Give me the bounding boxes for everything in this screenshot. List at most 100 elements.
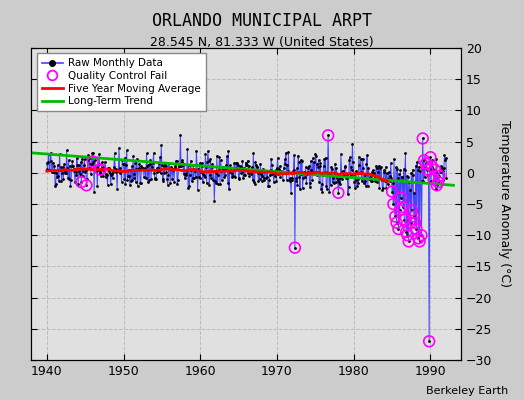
- Point: [260, 177, 268, 184]
- Point: [132, 179, 140, 186]
- Point: [106, 170, 114, 176]
- Point: [153, 164, 161, 171]
- Point: [413, 159, 421, 165]
- Point: [243, 162, 251, 168]
- Point: [417, 167, 425, 174]
- Point: [425, 338, 433, 344]
- Point: [290, 152, 299, 158]
- Point: [353, 176, 362, 182]
- Point: [115, 145, 123, 151]
- Point: [289, 166, 298, 173]
- Point: [173, 176, 182, 183]
- Point: [292, 165, 301, 171]
- Point: [433, 182, 441, 188]
- Point: [347, 167, 356, 173]
- Point: [118, 161, 127, 167]
- Point: [51, 181, 60, 187]
- Point: [394, 175, 402, 182]
- Point: [345, 157, 353, 163]
- Point: [170, 178, 178, 185]
- Point: [413, 166, 422, 173]
- Point: [111, 166, 119, 172]
- Point: [180, 161, 189, 167]
- Point: [258, 173, 267, 179]
- Point: [324, 170, 333, 176]
- Point: [360, 179, 368, 186]
- Point: [84, 152, 93, 158]
- Point: [155, 168, 163, 174]
- Point: [371, 175, 379, 181]
- Point: [78, 156, 86, 162]
- Point: [228, 170, 236, 176]
- Point: [278, 169, 286, 175]
- Point: [85, 165, 93, 172]
- Point: [139, 164, 148, 171]
- Point: [158, 162, 166, 168]
- Point: [350, 178, 358, 185]
- Point: [157, 142, 166, 149]
- Point: [155, 160, 163, 166]
- Point: [187, 167, 195, 174]
- Point: [347, 164, 355, 171]
- Point: [268, 162, 276, 168]
- Point: [133, 156, 141, 162]
- Point: [102, 171, 111, 177]
- Point: [285, 149, 293, 156]
- Point: [414, 235, 422, 242]
- Point: [137, 180, 145, 186]
- Point: [106, 181, 115, 187]
- Point: [92, 168, 100, 174]
- Point: [275, 166, 283, 172]
- Point: [238, 158, 247, 164]
- Point: [199, 179, 207, 185]
- Point: [195, 174, 203, 180]
- Legend: Raw Monthly Data, Quality Control Fail, Five Year Moving Average, Long-Term Tren: Raw Monthly Data, Quality Control Fail, …: [37, 53, 206, 112]
- Point: [341, 164, 349, 170]
- Point: [302, 180, 311, 186]
- Point: [342, 174, 350, 181]
- Point: [138, 165, 147, 172]
- Point: [54, 178, 63, 184]
- Point: [79, 172, 87, 179]
- Point: [428, 163, 436, 170]
- Point: [175, 163, 183, 169]
- Point: [96, 166, 105, 173]
- Point: [305, 180, 314, 186]
- Point: [332, 179, 340, 185]
- Point: [143, 163, 151, 170]
- Point: [385, 178, 394, 184]
- Point: [232, 159, 240, 166]
- Point: [146, 157, 155, 163]
- Point: [279, 177, 287, 183]
- Point: [437, 163, 445, 169]
- Point: [324, 132, 332, 138]
- Point: [126, 182, 134, 189]
- Point: [432, 156, 440, 162]
- Point: [362, 182, 370, 189]
- Point: [291, 175, 300, 181]
- Point: [346, 172, 355, 178]
- Point: [434, 179, 442, 185]
- Point: [423, 166, 431, 173]
- Point: [219, 164, 227, 170]
- Point: [325, 189, 334, 195]
- Point: [176, 132, 184, 138]
- Point: [288, 177, 297, 183]
- Point: [312, 172, 321, 178]
- Point: [410, 190, 419, 197]
- Point: [208, 160, 216, 167]
- Point: [368, 177, 376, 184]
- Point: [395, 171, 403, 178]
- Point: [227, 165, 235, 172]
- Point: [85, 155, 94, 162]
- Point: [346, 154, 354, 161]
- Point: [307, 166, 315, 173]
- Point: [434, 180, 443, 186]
- Point: [186, 172, 194, 178]
- Point: [94, 161, 103, 168]
- Point: [341, 162, 350, 169]
- Point: [102, 174, 110, 181]
- Point: [215, 154, 224, 161]
- Point: [89, 158, 97, 165]
- Point: [270, 170, 279, 176]
